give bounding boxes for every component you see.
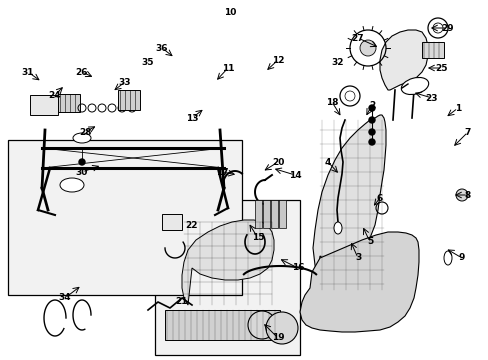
Ellipse shape [60, 178, 84, 192]
Text: 30: 30 [76, 167, 88, 176]
Text: 21: 21 [175, 297, 188, 306]
Ellipse shape [73, 133, 91, 143]
Polygon shape [379, 30, 427, 90]
Circle shape [368, 139, 374, 145]
Text: 27: 27 [351, 33, 364, 42]
Bar [263, 200, 269, 228]
Text: 26: 26 [76, 68, 88, 77]
Circle shape [368, 117, 374, 123]
Text: 25: 25 [435, 63, 447, 72]
Bar [8, 140, 242, 295]
Circle shape [455, 189, 467, 201]
Text: 8: 8 [464, 190, 470, 199]
Ellipse shape [443, 251, 451, 265]
Bar [118, 90, 140, 110]
Bar [270, 200, 278, 228]
Text: 5: 5 [366, 238, 372, 247]
Text: 32: 32 [331, 58, 344, 67]
Text: 3: 3 [354, 253, 360, 262]
Text: 29: 29 [441, 23, 453, 32]
Text: 15: 15 [251, 234, 264, 243]
Text: 16: 16 [291, 264, 304, 273]
Text: 23: 23 [425, 94, 437, 103]
Polygon shape [299, 232, 418, 332]
Circle shape [265, 312, 297, 344]
Text: 12: 12 [271, 55, 284, 64]
Ellipse shape [401, 77, 428, 95]
Bar [279, 200, 285, 228]
Circle shape [79, 159, 85, 165]
Polygon shape [312, 115, 385, 290]
Text: 31: 31 [21, 68, 34, 77]
Text: 2: 2 [368, 100, 374, 109]
Ellipse shape [333, 222, 341, 234]
Text: 20: 20 [271, 158, 284, 166]
Text: 36: 36 [156, 44, 168, 53]
Text: 24: 24 [49, 90, 61, 99]
Text: 28: 28 [79, 127, 91, 136]
Text: 17: 17 [215, 167, 228, 176]
Polygon shape [182, 220, 273, 305]
Text: 4: 4 [324, 158, 330, 166]
Circle shape [368, 129, 374, 135]
Text: 6: 6 [376, 194, 382, 202]
Circle shape [368, 105, 374, 111]
Text: 34: 34 [59, 293, 71, 302]
Bar [254, 200, 262, 228]
Circle shape [359, 40, 375, 56]
Text: 22: 22 [185, 220, 198, 230]
Bar [162, 214, 182, 230]
Text: 9: 9 [458, 253, 464, 262]
Bar [421, 42, 443, 58]
Text: 14: 14 [288, 171, 301, 180]
Text: 35: 35 [142, 58, 154, 67]
Text: 1: 1 [454, 104, 460, 112]
Circle shape [247, 311, 275, 339]
Text: 10: 10 [224, 8, 236, 17]
Bar [155, 200, 299, 355]
Text: 11: 11 [221, 63, 234, 72]
Text: 18: 18 [325, 98, 338, 107]
Text: 19: 19 [271, 333, 284, 342]
Bar [164, 310, 280, 340]
Text: 7: 7 [464, 127, 470, 136]
Text: 33: 33 [119, 77, 131, 86]
Bar [30, 95, 58, 115]
Text: 13: 13 [185, 113, 198, 122]
Bar [58, 94, 80, 112]
